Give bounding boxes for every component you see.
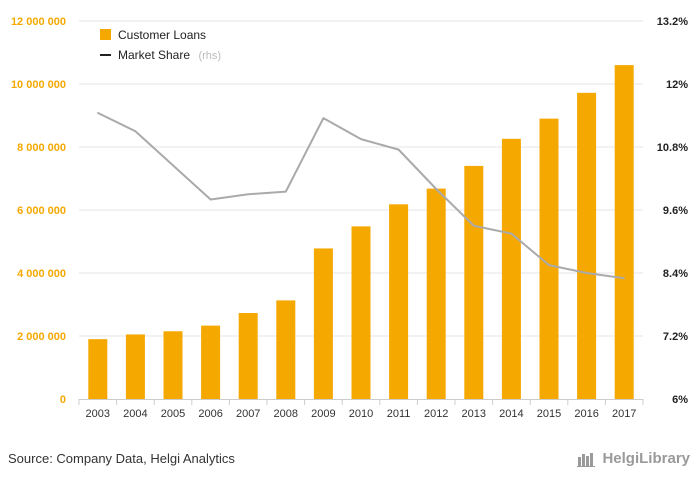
- line-point: [360, 138, 362, 140]
- x-tick-label: 2004: [123, 408, 147, 420]
- line-point: [548, 264, 550, 266]
- x-tick-label: 2008: [274, 408, 298, 420]
- line-point: [435, 188, 438, 190]
- y-left-tick-label: 0: [60, 394, 66, 406]
- y-right-tick-label: 10.8%: [657, 142, 688, 154]
- chart: 0 2 000 000 4 000 000 6 000 000 8 000 000 10 …: [11, 16, 688, 420]
- x-tick-label: 2013: [462, 408, 486, 420]
- line-point: [322, 117, 325, 119]
- line-series-market-share: [97, 111, 625, 280]
- x-tick-label: 2005: [161, 408, 185, 420]
- y-right-tick-label: 13.2%: [657, 16, 688, 28]
- axes: 0 2 000 000 4 000 000 6 000 000 8 000 000 10 …: [11, 16, 688, 420]
- bar: [313, 248, 333, 399]
- y-right-tick-label: 7.2%: [663, 331, 688, 343]
- x-tick-label: 2003: [86, 408, 110, 420]
- x-tick-label: 2007: [236, 408, 260, 420]
- x-tick-label: 2010: [349, 408, 373, 420]
- legend-rhs-note: (rhs): [198, 50, 221, 62]
- x-tick-label: 2015: [537, 408, 561, 420]
- y-left-tick-label: 8 000 000: [17, 142, 66, 154]
- line-point: [623, 277, 625, 280]
- x-tick-label: 2012: [424, 408, 448, 420]
- bar: [276, 300, 296, 399]
- bar: [351, 226, 371, 399]
- svg-text:Market Share (rhs): Market Share (rhs): [118, 46, 221, 63]
- line-point: [473, 224, 475, 227]
- y-right-tick-label: 9.6%: [663, 205, 688, 217]
- y-right-tick-label: 12%: [666, 79, 688, 91]
- bar: [464, 165, 484, 399]
- y-left-tick-label: 2 000 000: [17, 331, 66, 343]
- library-icon: [577, 452, 596, 467]
- x-tick-label: 2011: [387, 408, 411, 420]
- x-tick-label: 2016: [574, 408, 598, 420]
- bar: [577, 92, 597, 399]
- bar: [88, 339, 108, 399]
- bar: [125, 334, 145, 399]
- bar: [614, 65, 634, 399]
- y-right-tick-label: 8.4%: [663, 268, 688, 280]
- line-point: [134, 130, 137, 133]
- bar: [539, 118, 559, 400]
- x-tick-label: 2006: [198, 408, 222, 420]
- line-point: [172, 164, 174, 167]
- x-tick-label: 2009: [311, 408, 335, 420]
- line-point: [209, 198, 212, 201]
- bar: [238, 313, 258, 399]
- line-point: [285, 190, 287, 193]
- x-tick-label: 2014: [499, 408, 523, 420]
- bar-series-customer-loans: [88, 65, 634, 400]
- bar: [426, 188, 446, 399]
- legend-label-market-share: Market Share: [118, 48, 190, 62]
- bar: [201, 325, 221, 399]
- line-point: [510, 232, 513, 235]
- source-note: Source: Company Data, Helgi Analytics: [8, 451, 235, 466]
- x-tick-label: 2017: [612, 408, 636, 420]
- bar: [389, 204, 409, 399]
- legend: Customer Loans Market Share (rhs): [100, 28, 221, 63]
- y-left-tick-label: 12 000 000: [11, 16, 66, 28]
- legend-label-customer-loans: Customer Loans: [118, 28, 206, 42]
- bar: [501, 138, 521, 399]
- y-left-tick-label: 6 000 000: [17, 205, 66, 217]
- brand-logo: HelgiLibrary: [577, 450, 690, 467]
- line-point: [397, 148, 400, 151]
- bar: [163, 331, 183, 399]
- brand-name: HelgiLibrary: [602, 450, 690, 467]
- line-point: [247, 193, 249, 196]
- y-left-tick-label: 10 000 000: [11, 79, 66, 91]
- line-point: [585, 272, 588, 274]
- legend-swatch-customer-loans: [100, 29, 111, 40]
- y-right-tick-label: 6%: [672, 394, 688, 406]
- line-point: [97, 112, 99, 114]
- y-left-tick-label: 4 000 000: [17, 268, 66, 280]
